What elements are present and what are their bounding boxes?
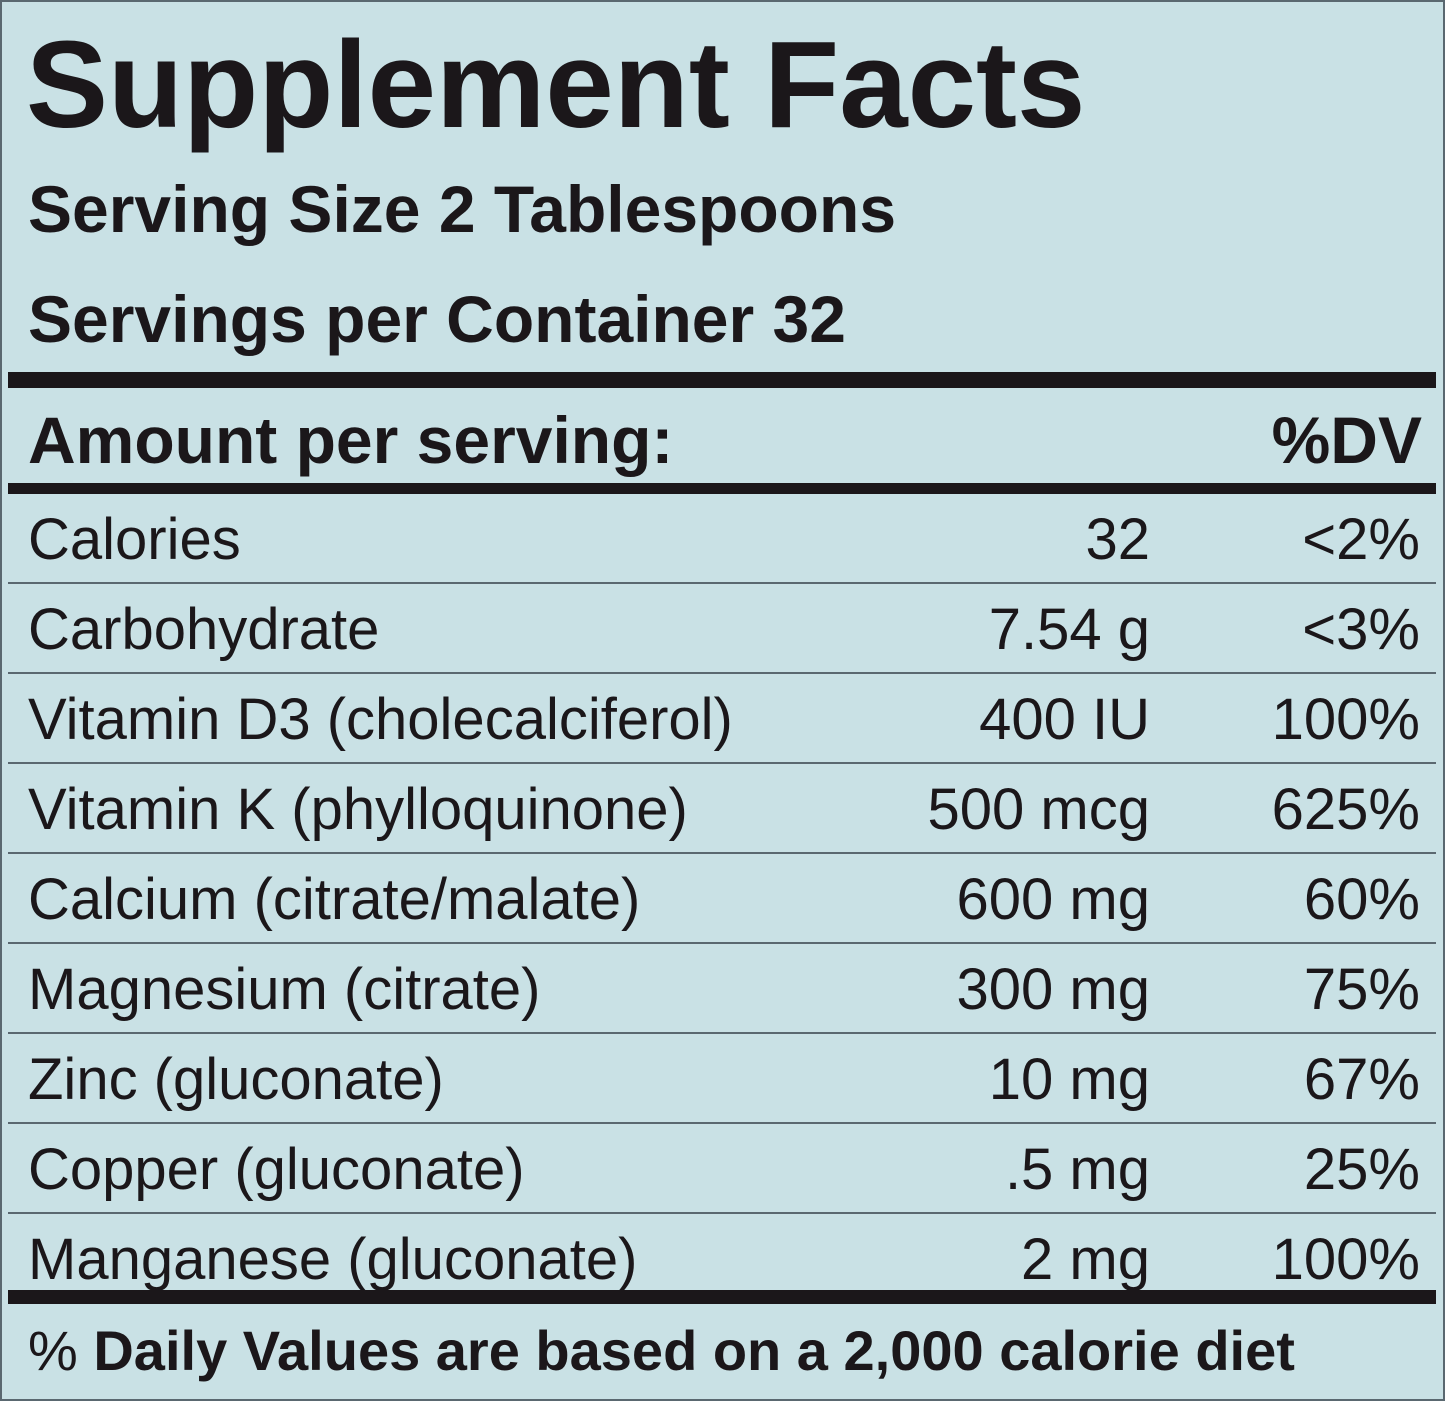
nutrient-dv: 60% [1303,867,1420,932]
nutrient-row: Manganese (gluconate) 2 mg 100% [8,1214,1436,1302]
thick-divider-bottom [8,1290,1436,1304]
dv-column-header: %DV [1271,403,1422,477]
nutrient-row: Calories 32 <2% [8,494,1436,584]
nutrient-row: Zinc (gluconate) 10 mg 67% [8,1034,1436,1124]
nutrient-name: Vitamin K (phylloquinone) [28,777,688,842]
nutrient-amount: 400 IU [979,687,1150,752]
footnote-text: Daily Values are based on a 2,000 calori… [93,1319,1295,1382]
nutrient-amount: 7.54 g [988,597,1150,662]
label-title: Supplement Facts [26,17,1086,154]
nutrient-row: Vitamin D3 (cholecalciferol) 400 IU 100% [8,674,1436,764]
nutrient-row: Vitamin K (phylloquinone) 500 mcg 625% [8,764,1436,854]
amount-header-row: Amount per serving: %DV [28,400,1422,480]
nutrient-amount: .5 mg [1004,1137,1150,1202]
nutrient-name: Vitamin D3 (cholecalciferol) [28,687,733,752]
nutrient-row: Magnesium (citrate) 300 mg 75% [8,944,1436,1034]
nutrient-table: Calories 32 <2% Carbohydrate 7.54 g <3% … [8,494,1436,1302]
nutrient-row: Calcium (citrate/malate) 600 mg 60% [8,854,1436,944]
nutrient-row: Carbohydrate 7.54 g <3% [8,584,1436,674]
nutrient-name: Magnesium (citrate) [28,957,541,1022]
nutrient-dv: <2% [1302,507,1420,572]
nutrient-name: Carbohydrate [28,597,380,662]
nutrient-dv: <3% [1302,597,1420,662]
nutrient-name: Copper (gluconate) [28,1137,525,1202]
nutrient-name: Calcium (citrate/malate) [28,867,641,932]
amount-per-serving-label: Amount per serving: [28,403,674,477]
nutrient-dv: 75% [1303,957,1420,1022]
nutrient-name: Manganese (gluconate) [28,1227,638,1292]
nutrient-name: Calories [28,507,241,572]
nutrient-dv: 100% [1271,687,1420,752]
nutrient-row: Copper (gluconate) .5 mg 25% [8,1124,1436,1214]
daily-value-footnote: % Daily Values are based on a 2,000 calo… [28,1314,1295,1388]
thick-divider-header [8,483,1436,494]
nutrient-amount: 2 mg [1021,1227,1150,1292]
nutrient-amount: 600 mg [956,867,1150,932]
nutrient-dv: 625% [1271,777,1420,842]
nutrient-name: Zinc (gluconate) [28,1047,444,1112]
serving-size: Serving Size 2 Tablespoons [28,172,897,246]
servings-per-container: Servings per Container 32 [28,282,846,356]
nutrient-dv: 100% [1271,1227,1420,1292]
nutrient-amount: 10 mg [988,1047,1150,1112]
nutrient-dv: 67% [1303,1047,1420,1112]
thick-divider-top [8,372,1436,388]
footnote-symbol: % [28,1319,78,1382]
nutrient-amount: 32 [1085,507,1150,572]
nutrient-amount: 300 mg [956,957,1150,1022]
nutrient-amount: 500 mcg [927,777,1150,842]
nutrient-dv: 25% [1303,1137,1420,1202]
